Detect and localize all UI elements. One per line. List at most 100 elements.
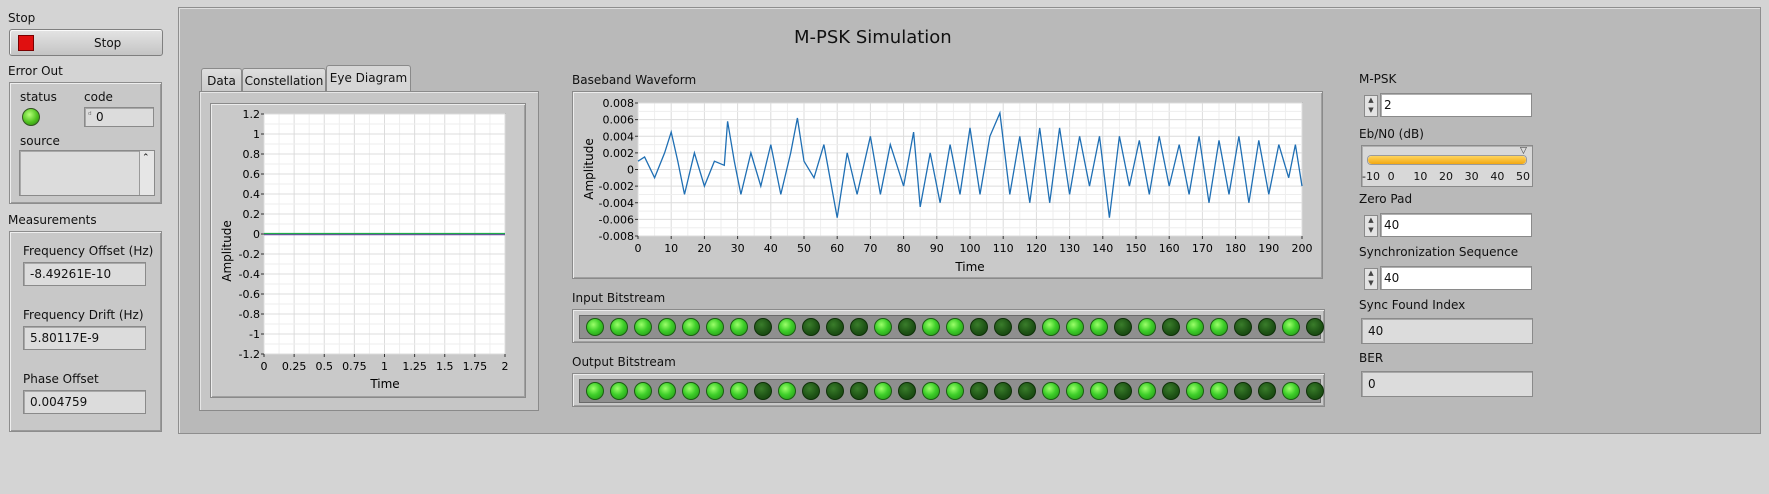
x-tick-label: 0.5 bbox=[316, 360, 334, 373]
y-tick-label: 0.8 bbox=[243, 148, 261, 161]
x-tick-label: 1.25 bbox=[402, 360, 427, 373]
y-tick-label: -0.002 bbox=[599, 180, 634, 193]
x-tick-label: 140 bbox=[1092, 242, 1113, 255]
bit-led bbox=[1258, 318, 1276, 336]
bit-led bbox=[610, 318, 628, 336]
bit-led bbox=[1090, 318, 1108, 336]
bit-led bbox=[706, 382, 724, 400]
ber-label: BER bbox=[1359, 351, 1384, 365]
x-tick-label: 200 bbox=[1292, 242, 1313, 255]
ebn0-label: Eb/N0 (dB) bbox=[1359, 127, 1424, 141]
bit-led bbox=[874, 382, 892, 400]
bit-led bbox=[1138, 382, 1156, 400]
x-tick-label: 80 bbox=[897, 242, 911, 255]
bit-led bbox=[946, 382, 964, 400]
bit-led bbox=[826, 382, 844, 400]
y-tick-label: 1.2 bbox=[243, 108, 261, 121]
bit-led bbox=[802, 318, 820, 336]
baseband-svg: 0.008 0.006 0.004 0.002 0 -0.002 -0.004 -0.006 -… bbox=[582, 97, 1313, 274]
x-tick-label: 0 bbox=[261, 360, 268, 373]
bit-led bbox=[874, 318, 892, 336]
tab-data[interactable]: Data bbox=[201, 68, 242, 93]
zero-pad-label: Zero Pad bbox=[1359, 192, 1413, 206]
error-out-label: Error Out bbox=[8, 64, 63, 78]
x-tick-label: 0 bbox=[635, 242, 642, 255]
bit-led bbox=[706, 318, 724, 336]
stop-button[interactable]: Stop bbox=[9, 29, 163, 56]
ebn0-tick-label: 10 bbox=[1413, 170, 1428, 183]
y-tick-label: 0.4 bbox=[243, 188, 261, 201]
x-tick-label: 0.75 bbox=[342, 360, 367, 373]
y-tick-label: -1 bbox=[249, 328, 260, 341]
y-tick-label: 0 bbox=[253, 228, 260, 241]
tab-eye-diagram[interactable]: Eye Diagram bbox=[326, 65, 411, 93]
bit-led bbox=[1090, 382, 1108, 400]
freq-drift-label: Frequency Drift (Hz) bbox=[23, 308, 144, 322]
source-scrollbar[interactable]: ⌃ bbox=[139, 151, 154, 195]
mpsk-input[interactable]: 2 bbox=[1380, 93, 1532, 117]
x-tick-label: 1 bbox=[381, 360, 388, 373]
bit-led bbox=[994, 382, 1012, 400]
x-tick-label: 60 bbox=[830, 242, 844, 255]
sync-seq-spinner[interactable]: ▲ ▼ bbox=[1364, 268, 1378, 290]
bit-led bbox=[1282, 382, 1300, 400]
bit-led bbox=[682, 382, 700, 400]
status-led bbox=[22, 108, 40, 126]
ebn0-tick-label: 50 bbox=[1516, 170, 1530, 183]
x-tick-label: 10 bbox=[664, 242, 678, 255]
x-tick-label: 150 bbox=[1126, 242, 1147, 255]
bit-led bbox=[850, 318, 868, 336]
decrement-icon: ▼ bbox=[1368, 226, 1374, 234]
x-tick-label: 70 bbox=[863, 242, 877, 255]
code-label: code bbox=[84, 90, 113, 104]
series-line bbox=[637, 110, 1303, 218]
bit-led bbox=[778, 318, 796, 336]
bit-led bbox=[802, 382, 820, 400]
ebn0-thumb-icon[interactable]: ▽ bbox=[1520, 146, 1527, 156]
bit-led bbox=[1306, 382, 1324, 400]
eye-x-axis-label: Time bbox=[369, 377, 399, 391]
error-out-cluster: status code ᵈ 0 source ⌃ bbox=[9, 82, 162, 204]
baseband-x-axis-label: Time bbox=[954, 260, 984, 274]
scroll-up-icon[interactable]: ⌃ bbox=[142, 153, 150, 163]
phase-offset-value: 0.004759 bbox=[30, 395, 88, 409]
x-tick-label: 1.5 bbox=[436, 360, 454, 373]
bit-led bbox=[1018, 318, 1036, 336]
source-label: source bbox=[20, 134, 60, 148]
freq-offset-label: Frequency Offset (Hz) bbox=[23, 244, 154, 258]
sync-index-label: Sync Found Index bbox=[1359, 298, 1466, 312]
mpsk-spinner[interactable]: ▲ ▼ bbox=[1364, 95, 1378, 117]
stop-label: Stop bbox=[8, 11, 36, 25]
bit-led bbox=[898, 382, 916, 400]
bit-led bbox=[1258, 382, 1276, 400]
input-bitstream-label: Input Bitstream bbox=[572, 291, 666, 305]
bit-led bbox=[1186, 318, 1204, 336]
sync-seq-input[interactable]: 40 bbox=[1380, 266, 1532, 290]
input-bitstream-array bbox=[572, 309, 1325, 343]
ebn0-tick-label: 0 bbox=[1387, 170, 1395, 183]
bit-led bbox=[994, 318, 1012, 336]
stop-icon bbox=[18, 35, 34, 51]
zero-pad-spinner[interactable]: ▲ ▼ bbox=[1364, 215, 1378, 237]
phase-offset-indicator: 0.004759 bbox=[23, 390, 146, 414]
bit-led bbox=[898, 318, 916, 336]
y-tick-label: 0.002 bbox=[603, 147, 635, 160]
baseband-y-axis-label: Amplitude bbox=[582, 138, 596, 200]
ebn0-slider[interactable]: ▽ -10 0 10 20 30 40 50 bbox=[1361, 145, 1533, 187]
zero-pad-input[interactable]: 40 bbox=[1380, 213, 1532, 237]
decrement-icon: ▼ bbox=[1368, 279, 1374, 287]
y-tick-label: 1 bbox=[253, 128, 260, 141]
bit-led bbox=[1186, 382, 1204, 400]
ebn0-tick-label: -10 bbox=[1362, 170, 1380, 183]
bit-led bbox=[1066, 382, 1084, 400]
eye-diagram-graph: 1.2 1 0.8 0.6 0.4 0.2 0 -0.2 -0.4 -0.6 -0.8 -1 -1.2 … bbox=[210, 103, 526, 398]
status-label: status bbox=[20, 90, 57, 104]
i32-icon: ᵈ bbox=[88, 111, 92, 121]
bit-led bbox=[1114, 318, 1132, 336]
x-tick-label: 90 bbox=[930, 242, 944, 255]
measurements-cluster: Frequency Offset (Hz) -8.49261E-10 Frequ… bbox=[9, 231, 162, 432]
tab-constellation[interactable]: Constellation bbox=[242, 68, 326, 93]
y-tick-label: -0.004 bbox=[599, 197, 634, 210]
bit-led bbox=[1162, 318, 1180, 336]
phase-offset-label: Phase Offset bbox=[23, 372, 99, 386]
